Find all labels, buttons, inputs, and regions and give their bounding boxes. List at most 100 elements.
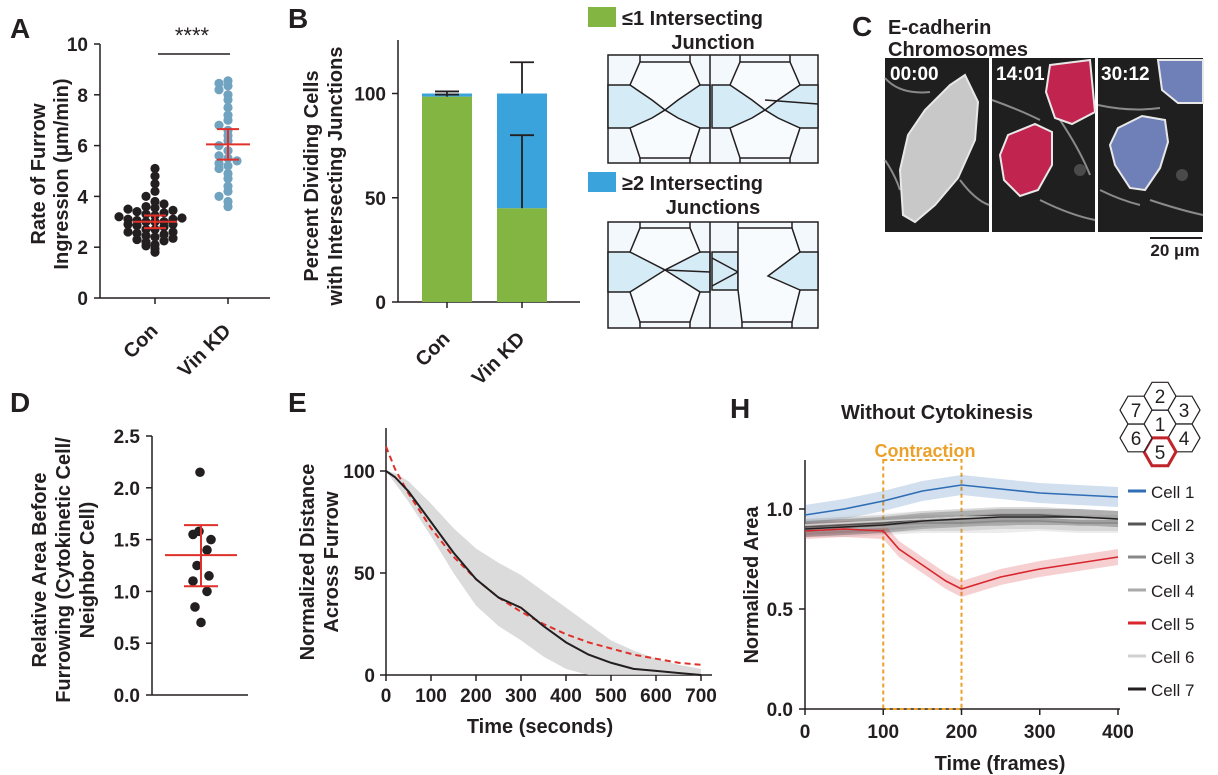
h-legend-label: Cell 4 — [1151, 582, 1194, 601]
a-point — [114, 212, 124, 222]
d-y-axis-label-line2: Furrowing (Cytokinetic Cell/ — [53, 437, 75, 703]
h-line — [805, 522, 1118, 530]
e-x-tick-label: 0 — [381, 686, 392, 707]
c-timestamp-2: 14:01 — [996, 64, 1045, 85]
a-point — [223, 90, 233, 100]
e-x-tick-label: 300 — [505, 686, 537, 707]
panel-letter-a: A — [10, 13, 30, 44]
h-hex-label: 4 — [1179, 429, 1190, 450]
a-point — [223, 168, 233, 179]
h-legend-label: Cell 1 — [1151, 483, 1194, 502]
e-x-tick-label: 600 — [640, 686, 672, 707]
h-y-ticks: 0.0 0.5 1.0 — [767, 500, 805, 721]
h-y-tick-label: 0.5 — [767, 600, 794, 621]
h-lines — [804, 484, 1119, 590]
e-mean-line — [385, 470, 702, 676]
h-y-axis-label: Normalized Area — [741, 506, 763, 664]
h-legend-label: Cell 6 — [1151, 648, 1194, 667]
e-x-tick-label: 200 — [460, 686, 492, 707]
a-point — [141, 191, 151, 201]
a-point — [168, 233, 178, 243]
a-point — [150, 179, 160, 189]
panel-c: C E-cadherin Chromosomes 00:00 14:01 30:… — [852, 11, 1204, 260]
d-y-axis-label-line3: Neighbor Cell) — [77, 502, 99, 639]
a-point — [150, 186, 160, 196]
h-contraction-box — [882, 459, 963, 710]
b-x-tick-label: Vin KD — [468, 328, 530, 390]
b-legend-label-1-line1: ≤1 Intersecting — [622, 8, 763, 30]
h-x-tick-label: 400 — [1102, 722, 1134, 743]
panel-e: E Normalized Distance Across Furrow 0 50 1… — [288, 387, 717, 738]
a-point — [159, 199, 169, 209]
e-x-tick-label: 400 — [550, 686, 582, 707]
b-y-tick-label: 50 — [365, 189, 386, 210]
h-annotation: Contraction — [875, 441, 976, 461]
e-x-ticks: 0 100 200 300 400 500 600 700 — [381, 675, 717, 707]
h-x-axis-label: Time (frames) — [935, 753, 1066, 775]
d-point — [206, 534, 216, 545]
d-point — [188, 576, 198, 586]
a-point — [150, 163, 160, 174]
d-y-tick-label: 2.5 — [114, 427, 141, 448]
a-point — [214, 151, 224, 161]
a-point — [123, 227, 133, 237]
a-point — [141, 231, 151, 241]
h-x-tick-label: 0 — [800, 722, 811, 743]
a-point — [223, 161, 233, 171]
a-y-tick-label: 6 — [77, 137, 88, 158]
a-point — [132, 215, 142, 226]
d-point — [192, 560, 202, 571]
a-x-tick-label: Con — [119, 320, 162, 363]
d-point — [194, 526, 204, 537]
h-line — [804, 516, 1118, 526]
a-point — [223, 110, 233, 120]
panel-letter-h: H — [730, 393, 750, 424]
c-timestamp-1: 00:00 — [890, 64, 939, 85]
h-band — [805, 475, 1118, 525]
h-line — [804, 516, 1119, 530]
a-point — [214, 120, 224, 130]
e-x-tick-label: 100 — [415, 686, 447, 707]
a-point — [123, 204, 133, 214]
a-point — [123, 214, 133, 224]
d-points — [188, 467, 216, 628]
e-y-axis-label-line2: Across Furrow — [321, 491, 343, 633]
a-y-axis-label: Rate of Furrow Ingression (μm/min) — [28, 78, 73, 269]
e-y-ticks: 0 50 100 — [343, 462, 386, 687]
a-y-tick-label: 0 — [77, 289, 88, 310]
b-y-axis-label-line2: with Intersecting Junctions — [325, 47, 347, 307]
e-y-axis-label-line1: Normalized Distance — [297, 464, 319, 661]
h-hex-label: 6 — [1131, 429, 1142, 450]
h-hex-label: 7 — [1131, 401, 1142, 422]
d-y-tick-label: 0.5 — [114, 634, 141, 655]
a-point — [223, 196, 233, 207]
b-bar — [497, 208, 547, 302]
d-point — [204, 571, 214, 581]
a-y-tick-label: 10 — [67, 35, 88, 56]
b-y-axis-label-line1: Percent Dividing Cells — [301, 70, 323, 281]
a-y-tick-label: 8 — [77, 86, 88, 107]
a-point — [232, 156, 242, 166]
a-y-tick-label: 4 — [77, 187, 88, 208]
h-title: Without Cytokinesis — [841, 402, 1033, 424]
d-y-ticks: 0.0 0.5 1.0 1.5 2.0 2.5 — [114, 427, 152, 707]
a-y-ticks: 0 2 4 6 8 10 — [67, 35, 100, 310]
d-point — [195, 467, 205, 478]
h-hex-label: 2 — [1155, 387, 1166, 408]
e-x-tick-label: 500 — [595, 686, 627, 707]
b-y-tick-label: 100 — [354, 85, 386, 106]
c-timestamp-3: 30:12 — [1101, 64, 1150, 85]
c-micrograph-1: 00:00 — [884, 58, 990, 232]
e-x-tick-label: 700 — [685, 686, 717, 707]
d-y-tick-label: 1.5 — [114, 531, 141, 552]
e-y-tick-label: 100 — [343, 462, 375, 483]
a-point — [214, 78, 224, 88]
a-point — [223, 181, 233, 191]
d-y-tick-label: 0.0 — [114, 686, 140, 707]
e-y-tick-label: 0 — [364, 666, 375, 687]
d-y-tick-label: 2.0 — [114, 479, 140, 500]
e-confidence-band — [386, 471, 701, 675]
a-points — [114, 76, 242, 257]
a-point — [132, 207, 142, 217]
a-significance-label: **** — [175, 23, 210, 48]
